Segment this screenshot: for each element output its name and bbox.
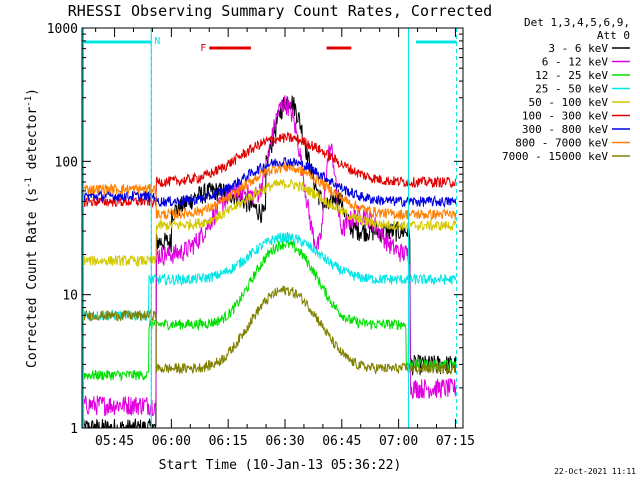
y-axis-label: Corrected Count Rate (s-1 detector-1) <box>24 88 40 368</box>
legend-label-6: 300 - 800 keV <box>522 123 608 136</box>
x-tick-label: 06:30 <box>265 434 304 449</box>
x-tick-label: 06:00 <box>152 434 191 449</box>
plot-frame <box>81 27 464 429</box>
x-tick-label: 06:15 <box>209 434 248 449</box>
x-tick-label: 07:15 <box>436 434 475 449</box>
chart-title: RHESSI Observing Summary Count Rates, Co… <box>68 2 492 20</box>
x-tick-label: 05:45 <box>95 434 134 449</box>
legend-header-line1: Det 1,3,4,5,6,9, <box>524 16 630 29</box>
series-layer <box>82 95 457 428</box>
series-line-4 <box>82 179 457 268</box>
y-label-sup1: -1 <box>24 177 34 188</box>
series-line-0 <box>82 95 457 428</box>
y-tick-label: 1000 <box>47 22 78 37</box>
y-label-part1: Corrected Count Rate (s <box>25 188 40 368</box>
series-line-8 <box>82 285 457 375</box>
x-tick-label: 06:45 <box>322 434 361 449</box>
series-line-2 <box>82 239 457 383</box>
series-line-1 <box>82 95 457 417</box>
y-tick-label: 10 <box>62 289 78 304</box>
footer-date: 22-Oct-2021 11:11 <box>554 467 636 476</box>
legend-label-1: 6 - 12 keV <box>542 56 609 69</box>
legend-label-3: 25 - 50 keV <box>535 83 608 96</box>
series-line-5 <box>82 131 457 208</box>
legend-header-line2: Att 0 <box>597 29 630 42</box>
legend-label-8: 7000 - 15000 keV <box>502 150 608 163</box>
axes-layer: 1 10 100 1000 05:45 06:00 06:15 06:30 06:45 07:00… <box>47 22 475 449</box>
y-tick-label: 1 <box>70 422 78 437</box>
y-label-sup2: -1 <box>24 96 34 107</box>
x-tick-label: 07:00 <box>379 434 418 449</box>
series-line-6 <box>82 156 457 209</box>
series-line-3 <box>82 231 457 322</box>
legend-label-0: 3 - 6 keV <box>548 42 608 55</box>
x-axis-label: Start Time (10-Jan-13 05:36:22) <box>159 458 402 473</box>
flags-layer: NF <box>82 28 458 428</box>
series-line-7 <box>82 162 457 222</box>
legend-label-4: 50 - 100 keV <box>529 96 609 109</box>
saa-flag-label: F <box>200 43 206 54</box>
legend-label-7: 800 - 7000 keV <box>515 137 608 150</box>
legend-label-5: 100 - 300 keV <box>522 110 608 123</box>
night-flag-label: N <box>154 36 160 47</box>
y-tick-label: 100 <box>55 155 78 170</box>
legend-label-2: 12 - 25 keV <box>535 69 608 82</box>
y-label-part2: detector <box>25 107 40 178</box>
y-label-part3: ) <box>25 88 40 96</box>
